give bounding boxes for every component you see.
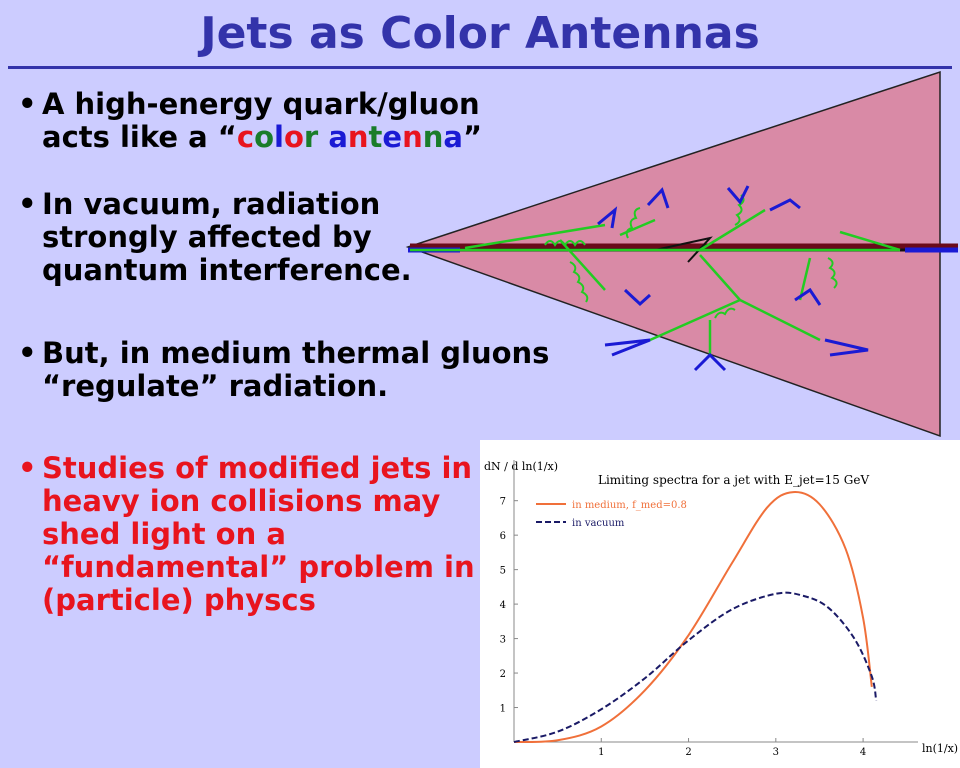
y-tick-label: 3 — [500, 635, 506, 646]
chart-title: Limiting spectra for a jet with E_jet=15… — [598, 473, 869, 487]
legend-label-0: in medium, f_med=0.8 — [572, 500, 687, 511]
bullet-color-antenna: • A high-energy quark/gluon acts like a … — [18, 87, 483, 154]
series-line-0 — [513, 491, 873, 744]
y-tick-label: 2 — [500, 669, 506, 680]
x-tick-label: 4 — [860, 747, 866, 758]
x-tick-label: 3 — [773, 747, 779, 758]
y-tick-label: 1 — [500, 704, 506, 715]
bullet-studies: • Studies of modified jets in heavy ion … — [18, 451, 475, 617]
jet-cone — [405, 70, 941, 438]
gluon-curls — [544, 194, 838, 319]
series-line-1 — [513, 591, 878, 743]
x-tick-label: 2 — [685, 747, 691, 758]
chart-legend: in medium, f_med=0.8in vacuum — [536, 500, 687, 529]
chart-ticks: 1 2 3 4 1 2 3 4 5 6 7 — [500, 497, 867, 758]
legend-label-1: in vacuum — [572, 518, 625, 529]
quark-arrows — [597, 185, 869, 372]
y-tick-label: 6 — [500, 531, 506, 542]
y-tick-label: 5 — [500, 566, 506, 577]
color-antenna-text: color antenna — [236, 120, 463, 154]
chart-curves — [513, 491, 878, 744]
y-tick-label: 4 — [500, 600, 506, 611]
slide-title: Jets as Color Antennas — [200, 8, 760, 59]
antenna-vertex — [654, 236, 713, 263]
x-axis-label: ln(1/x) — [922, 742, 958, 755]
bullet-vacuum: • In vacuum, radiation strongly affected… — [18, 187, 412, 287]
y-axis-label: dN / d ln(1/x) — [484, 460, 558, 473]
bullet-medium: • But, in medium thermal gluons “regulat… — [18, 336, 550, 403]
x-tick-label: 1 — [598, 747, 604, 758]
title-underline — [8, 66, 952, 69]
chart-axes — [513, 460, 918, 743]
y-tick-label: 7 — [500, 497, 506, 508]
limiting-spectra-chart: Limiting spectra for a jet with E_jet=15… — [480, 440, 960, 768]
